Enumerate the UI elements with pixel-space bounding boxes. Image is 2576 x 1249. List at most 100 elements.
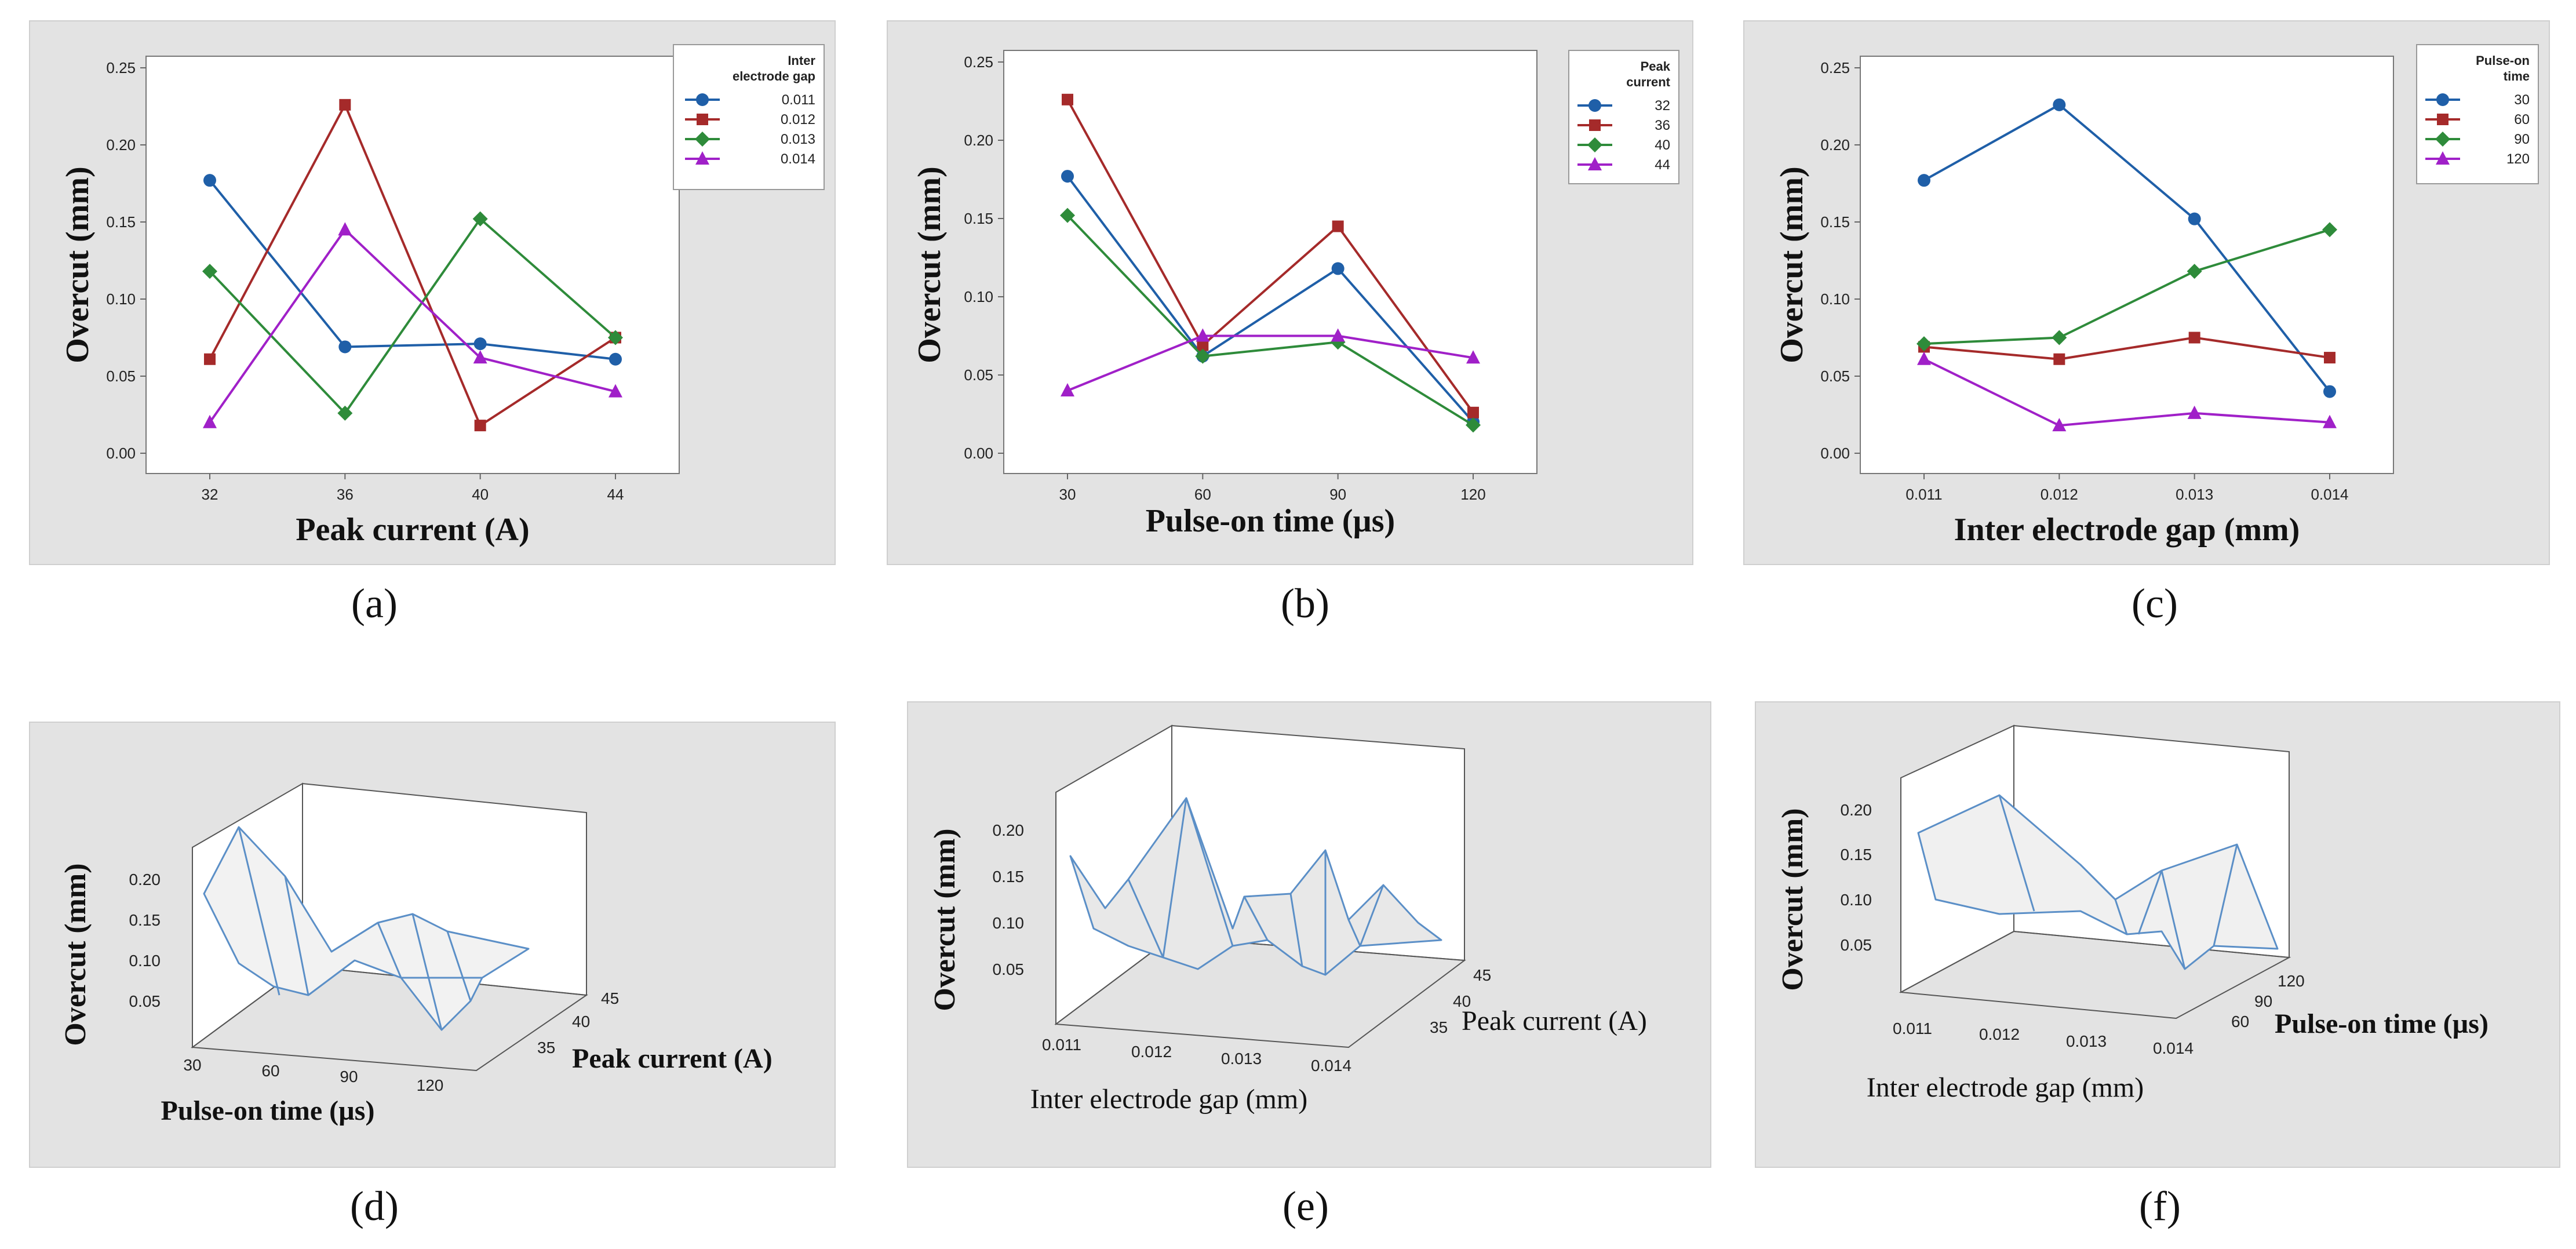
z-tick: 0.20: [1841, 801, 1872, 819]
data-point-44: [1196, 328, 1210, 342]
y-tick-label: 0.05: [106, 367, 136, 385]
legend-marker: [2437, 114, 2449, 125]
data-point-90: [2187, 264, 2202, 279]
y-axis-ticks: 35 40 45: [537, 989, 619, 1057]
data-point-120: [2052, 418, 2067, 432]
data-point-90: [2322, 222, 2337, 238]
y-tick-label: 0.05: [964, 366, 993, 384]
legend-title-line-1: Peak: [1641, 59, 1671, 74]
series-line-120: [1923, 358, 2330, 427]
series-line-40: [1066, 214, 1474, 427]
z-tick: 0.10: [129, 952, 161, 970]
y-axis-label: Peak current (A): [572, 1043, 773, 1074]
y-tick-label: 0.05: [1820, 367, 1850, 385]
series-line-0.014: [209, 228, 616, 423]
legend-entry: 90: [2514, 132, 2530, 147]
legend-entry: 60: [2514, 112, 2530, 128]
data-point-0.011: [203, 174, 216, 187]
panel-f: 0.20 0.15 0.10 0.05 0.011 0.012 0.013 0.…: [1755, 701, 2560, 1168]
caption-a: (a): [351, 580, 398, 627]
x-tick-label: 90: [1329, 486, 1346, 503]
y-tick-label: 0.10: [106, 290, 136, 308]
data-point-0.012: [204, 353, 216, 365]
z-tick: 0.20: [129, 871, 161, 888]
data-point-120: [2323, 414, 2337, 428]
x-axis-ticks: 0.011 0.012 0.013 0.014: [1893, 1019, 2194, 1057]
data-point-0.014: [338, 222, 352, 236]
data-point-32: [1061, 170, 1074, 183]
x-tick: 90: [340, 1068, 358, 1086]
data-point-30: [2323, 385, 2336, 398]
data-point-0.013: [472, 211, 488, 227]
legend-title-line-2: current: [1626, 75, 1670, 89]
floor: [191, 965, 588, 1072]
data-point-40: [1195, 348, 1211, 364]
data-point-0.013: [202, 264, 217, 279]
legend-marker: [1588, 157, 1602, 170]
legend-marker: [695, 151, 709, 165]
y-axis-label: Overcut (mm): [1774, 166, 1810, 363]
z-tick: 0.15: [1841, 846, 1872, 864]
z-tick: 0.15: [129, 911, 161, 929]
y-tick-label: 0.20: [964, 132, 993, 149]
x-tick: 0.011: [1042, 1036, 1081, 1054]
legend-entry: 44: [1655, 157, 1670, 173]
data-point-0.012: [474, 420, 486, 432]
x-tick-label: 30: [1059, 486, 1076, 503]
x-axis-label: Pulse-on time (µs): [1146, 503, 1395, 539]
z-axis-ticks: 0.20 0.15 0.10 0.05: [129, 871, 161, 1010]
legend-marker: [1589, 119, 1601, 131]
surface-plot-d: 0.20 0.15 0.10 0.05 30 60 90 120 35 40 4…: [59, 782, 773, 1126]
z-axis-label: Overcut (mm): [1776, 808, 1809, 991]
y-tick: 120: [2278, 972, 2305, 990]
panel-e: 0.20 0.15 0.10 0.05 0.011 0.012 0.013 0.…: [907, 701, 1711, 1168]
x-tick-label: 0.013: [2176, 486, 2213, 503]
x-tick: 0.012: [1131, 1043, 1172, 1061]
floor: [1054, 936, 1466, 1048]
data-point-0.011: [473, 337, 487, 351]
y-tick-label: 0.00: [106, 445, 136, 462]
legend-marker: [1588, 99, 1601, 112]
caption-f: (f): [2139, 1183, 2181, 1229]
series-line-36: [1066, 99, 1474, 413]
y-tick-label: 0.10: [1820, 290, 1850, 308]
legend-marker: [697, 114, 708, 125]
series-line-32: [1066, 175, 1474, 423]
y-tick: 45: [601, 989, 619, 1007]
panel-b: 0.00 0.05 0.10 0.15 0.20 0.25 30 60 90 120 Overc…: [887, 20, 1693, 565]
z-tick: 0.05: [129, 992, 161, 1010]
x-tick: 0.014: [2153, 1039, 2194, 1057]
x-tick-label: 44: [607, 486, 624, 503]
data-point-0.011: [609, 352, 622, 366]
y-tick-label: 0.15: [964, 210, 993, 227]
data-point-60: [2053, 353, 2065, 365]
x-tick-label: 120: [1460, 486, 1485, 503]
x-tick: 0.011: [1893, 1019, 1932, 1037]
legend-entry: 36: [1655, 118, 1670, 133]
x-tick-label: 0.014: [2311, 486, 2348, 503]
legend-marker: [696, 93, 709, 106]
z-tick: 0.05: [993, 960, 1025, 978]
series-line-30: [1923, 103, 2331, 392]
x-tick-label: 40: [472, 486, 489, 503]
x-tick: 30: [183, 1056, 201, 1074]
x-tick-label: 0.012: [2041, 486, 2078, 503]
legend-title-line-2: electrode gap: [733, 69, 815, 83]
data-point-0.013: [608, 330, 623, 345]
x-tick: 0.013: [2066, 1032, 2107, 1050]
data-point-44: [1331, 328, 1345, 342]
data-point-36: [1062, 93, 1073, 105]
y-tick-label: 0.25: [106, 59, 136, 77]
caption-e: (e): [1282, 1183, 1329, 1229]
interaction-plot-b: 0.00 0.05 0.10 0.15 0.20 0.25 30 60 90 120 Overc…: [912, 50, 1679, 539]
y-tick-label: 0.20: [1820, 136, 1850, 154]
plot-area: [1003, 50, 1537, 474]
z-axis-ticks: 0.20 0.15 0.10 0.05: [993, 821, 1025, 978]
z-axis-label: Overcut (mm): [928, 828, 961, 1011]
panel-a: 0.00 0.05 0.10 0.15 0.20 0.25 32 36 40 44 Overcu…: [29, 20, 836, 565]
y-axis-ticks: 60 90 120: [2231, 972, 2305, 1030]
data-point-90: [1916, 336, 1932, 352]
z-tick: 0.20: [993, 821, 1025, 839]
legend-marker: [2436, 93, 2449, 106]
data-point-30: [2188, 212, 2201, 225]
